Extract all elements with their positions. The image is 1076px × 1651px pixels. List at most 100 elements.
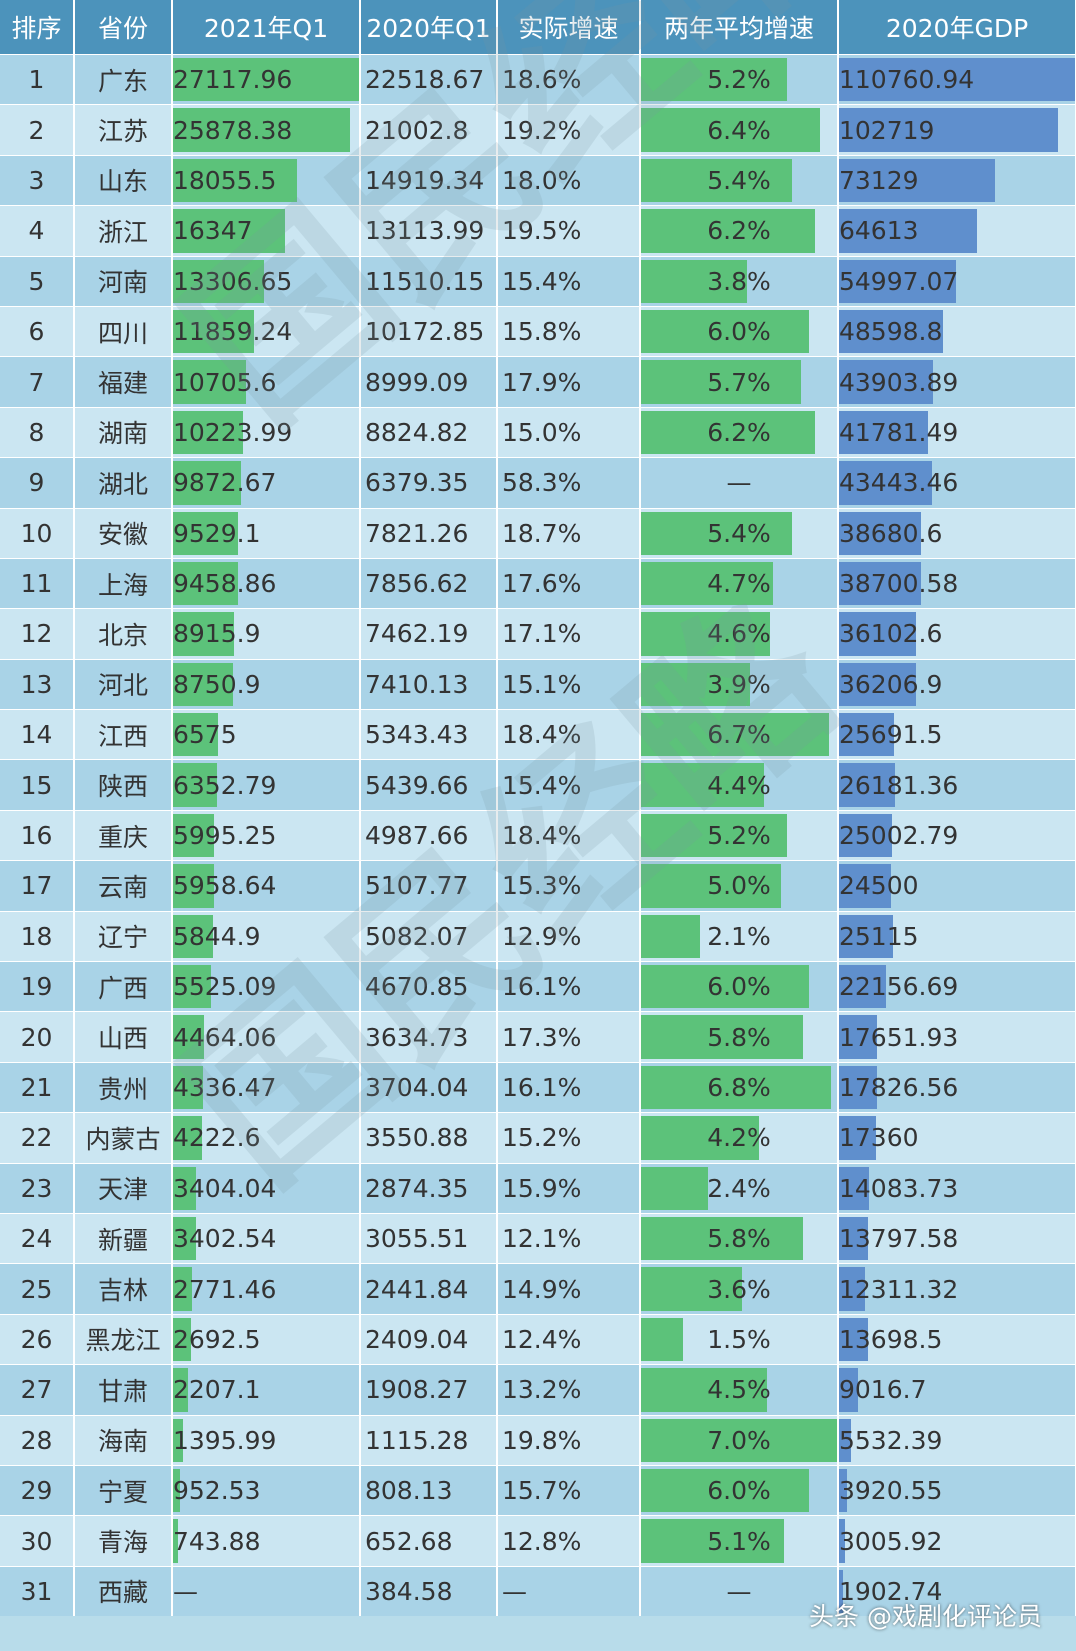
gdp-2020-cell: 24500 — [838, 860, 1076, 912]
avg-growth-cell-value: 6.8% — [707, 1073, 771, 1102]
growth-cell-value: 16.1% — [502, 972, 582, 1002]
growth-cell: 17.1% — [497, 608, 641, 660]
avg-growth-cell-value: 6.0% — [707, 1476, 771, 1506]
q1-2020-cell: 3704.04 — [360, 1061, 498, 1113]
q1-2021-cell: 27117.96 — [172, 53, 361, 105]
header-row: 排序 省份 2021年Q1 2020年Q1 实际增速 两年平均增速 2020年G… — [0, 0, 1076, 55]
gdp-2020-cell-bar — [839, 1116, 876, 1160]
q1-2021-cell-value: 4464.06 — [173, 1022, 277, 1052]
q1-2021-cell: 10705.6 — [172, 356, 361, 408]
q1-2020-cell-value: 652.68 — [365, 1526, 453, 1556]
growth-cell: 15.1% — [497, 658, 641, 710]
province-cell: 四川 — [74, 305, 173, 357]
avg-growth-cell-bar — [641, 713, 829, 757]
q1-2020-cell: 4670.85 — [360, 961, 498, 1012]
rank-cell: 13 — [0, 658, 75, 710]
q1-2021-cell-value: 952.53 — [173, 1476, 261, 1506]
avg-growth-cell: 4.6% — [640, 608, 839, 660]
q1-2020-cell: 2874.35 — [360, 1162, 498, 1214]
q1-2021-cell: 13306.65 — [172, 255, 361, 307]
gdp-2020-cell: 73129 — [838, 154, 1076, 206]
province-cell: 浙江 — [74, 205, 173, 257]
avg-growth-cell: 2.4% — [640, 1162, 839, 1214]
rank-cell: 1 — [0, 53, 75, 105]
growth-cell: 15.3% — [497, 860, 641, 912]
q1-2021-cell: 4222.6 — [172, 1112, 361, 1164]
q1-2020-cell-value: 1115.28 — [365, 1425, 469, 1455]
rank-cell: 21 — [0, 1061, 75, 1113]
avg-growth-cell-value: 6.0% — [707, 972, 771, 1002]
q1-2021-cell-value: 9529.1 — [173, 518, 261, 548]
rank-cell: 29 — [0, 1464, 75, 1516]
growth-cell-value: 18.4% — [502, 720, 582, 750]
growth-cell-value: 15.7% — [502, 1476, 582, 1506]
province-cell: 安徽 — [74, 507, 173, 559]
avg-growth-cell-value: 2.4% — [707, 1173, 771, 1203]
q1-2021-cell-value: 27117.96 — [173, 65, 293, 95]
avg-growth-cell-value: — — [726, 468, 752, 498]
gdp-2020-cell-value: 54997.07 — [839, 266, 959, 296]
province-cell: 宁夏 — [74, 1464, 173, 1516]
gdp-2020-cell: 64613 — [838, 205, 1076, 257]
q1-2021-cell-bar — [173, 1166, 197, 1210]
avg-growth-cell-value: 6.2% — [707, 417, 771, 447]
growth-cell-value: 18.0% — [502, 165, 582, 195]
q1-2021-cell: 16347 — [172, 205, 361, 257]
avg-growth-cell-bar — [641, 309, 809, 354]
table-row: 9 湖北 9872.67 6379.35 58.3% — 43443.46 — [0, 457, 1076, 509]
table-row: 11 上海 9458.86 7856.62 17.6% 4.7% 38700.58 — [0, 557, 1076, 609]
q1-2021-cell-value: 9458.86 — [173, 569, 277, 599]
rank-cell: 14 — [0, 709, 75, 760]
province-cell: 山西 — [74, 1011, 173, 1063]
q1-2020-cell-value: 7462.19 — [365, 619, 469, 649]
rank-cell: 3 — [0, 154, 75, 206]
avg-growth-cell-bar — [641, 965, 809, 1009]
rank-cell: 16 — [0, 809, 75, 861]
q1-2020-cell: 4987.66 — [360, 809, 498, 861]
q1-2021-cell: 11859.24 — [172, 305, 361, 357]
q1-2021-cell-bar — [173, 1418, 183, 1462]
table-row: 14 江西 6575 5343.43 18.4% 6.7% 25691.5 — [0, 709, 1076, 760]
q1-2021-cell: 6352.79 — [172, 759, 361, 811]
province-cell: 吉林 — [74, 1263, 173, 1315]
q1-2021-cell-bar — [173, 511, 239, 555]
province-cell: 河南 — [74, 255, 173, 307]
gdp-2020-cell: 38700.58 — [838, 557, 1076, 609]
growth-cell: 18.6% — [497, 53, 641, 105]
q1-2021-cell-bar — [173, 1015, 204, 1059]
gdp-2020-cell: 3920.55 — [838, 1464, 1076, 1516]
q1-2020-cell: 2409.04 — [360, 1313, 498, 1365]
gdp-2020-cell: 54997.07 — [838, 255, 1076, 307]
gdp-2020-cell-value: 64613 — [839, 216, 919, 246]
q1-2021-cell: 5525.09 — [172, 961, 361, 1012]
table-row: 24 新疆 3402.54 3055.51 12.1% 5.8% 13797.58 — [0, 1212, 1076, 1264]
avg-growth-cell: 4.2% — [640, 1112, 839, 1164]
table-row: 29 宁夏 952.53 808.13 15.7% 6.0% 3920.55 — [0, 1464, 1076, 1516]
gdp-2020-cell-bar — [839, 1065, 877, 1110]
avg-growth-cell-bar — [641, 1065, 832, 1110]
gdp-2020-cell-bar — [839, 461, 932, 505]
gdp-2020-cell-bar — [839, 1216, 869, 1261]
gdp-2020-cell: 12311.32 — [838, 1263, 1076, 1315]
gdp-2020-cell-value: 25002.79 — [839, 821, 959, 851]
province-cell: 福建 — [74, 356, 173, 408]
q1-2021-cell: 4336.47 — [172, 1061, 361, 1113]
q1-2021-cell: 743.88 — [172, 1515, 361, 1567]
avg-growth-cell: 1.5% — [640, 1313, 839, 1365]
gdp-2020-cell-value: 22156.69 — [839, 972, 959, 1002]
q1-2021-cell-value: — — [173, 1576, 198, 1606]
province-cell: 海南 — [74, 1414, 173, 1466]
q1-2020-cell-value: 14919.34 — [365, 165, 485, 195]
gdp-2020-cell: 26181.36 — [838, 759, 1076, 811]
avg-growth-cell-bar — [641, 1468, 809, 1513]
q1-2020-cell: 8999.09 — [360, 356, 498, 408]
gdp-2020-cell: 9016.7 — [838, 1364, 1076, 1416]
growth-cell-value: 17.9% — [502, 367, 582, 397]
growth-cell: 17.6% — [497, 557, 641, 609]
q1-2021-cell-bar — [173, 561, 238, 606]
q1-2021-cell-value: 5844.9 — [173, 921, 261, 951]
rank-cell: 15 — [0, 759, 75, 811]
gdp-2020-cell: 43903.89 — [838, 356, 1076, 408]
gdp-2020-cell-value: 3920.55 — [839, 1476, 943, 1506]
avg-growth-cell-value: 1.5% — [707, 1324, 771, 1354]
